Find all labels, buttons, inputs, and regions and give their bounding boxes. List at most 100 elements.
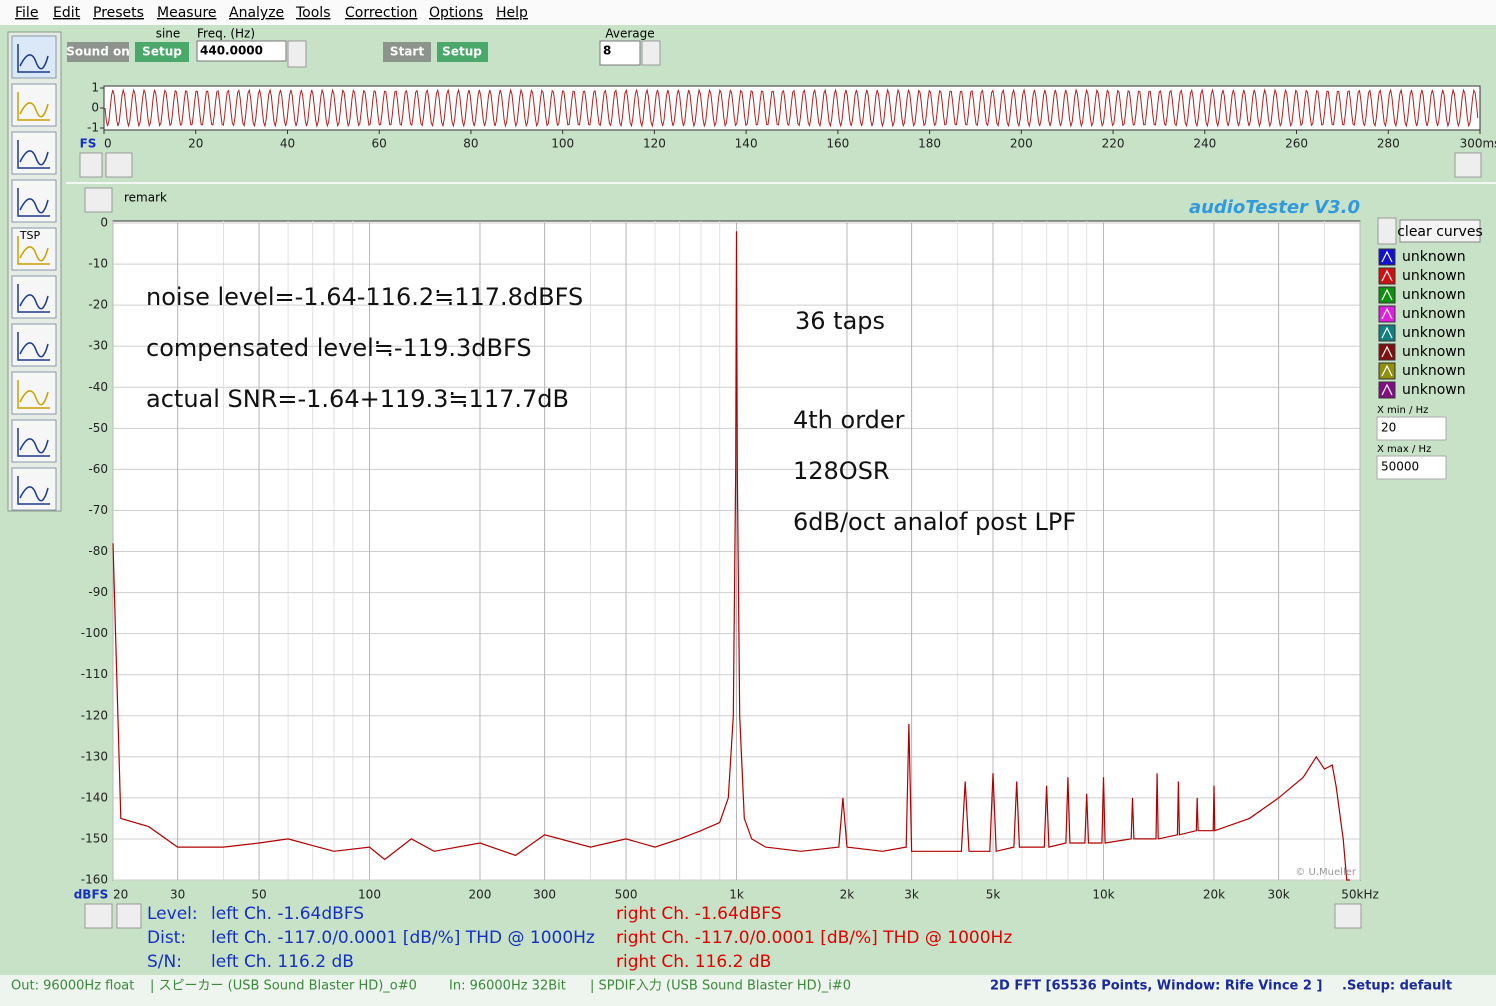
wave-x-tick-label: 220	[1102, 137, 1125, 151]
menu-item[interactable]: Correction	[345, 5, 417, 21]
annotation: noise level=-1.64-116.2≒117.8dBFS	[146, 283, 583, 311]
menu-bar	[0, 0, 1496, 25]
menu-item[interactable]: Help	[496, 5, 528, 21]
curve-icon	[1381, 250, 1393, 263]
readout-right: right Ch. -1.64dBFS	[616, 904, 782, 924]
menu-item[interactable]: Options	[429, 5, 483, 21]
spectrum-scroll-right[interactable]	[1334, 903, 1362, 929]
y-tick-label: -70	[88, 503, 108, 517]
spectrum: 0 -10 -20 -30 -40 -50 -60 -70 -80 -90 -100 -110 -120…	[81, 216, 1379, 902]
menu-item[interactable]: Tools	[295, 5, 331, 21]
y-tick-label: -50	[88, 421, 108, 435]
spectrum-scroll-left[interactable]	[116, 903, 142, 929]
average-spinner[interactable]	[641, 40, 661, 66]
curve-label[interactable]: unknown	[1402, 382, 1466, 398]
readout-right: right Ch. 116.2 dB	[616, 952, 771, 972]
wave-spinner[interactable]	[79, 152, 103, 178]
start-label[interactable]: Start	[390, 45, 424, 59]
curve-label[interactable]: unknown	[1402, 249, 1466, 265]
menu-item[interactable]: File	[15, 5, 38, 21]
tool-icon-glyph	[17, 92, 50, 121]
curve-icon	[1381, 326, 1393, 339]
wave-scroll-right[interactable]	[1454, 152, 1482, 178]
y-tick-label: 0	[100, 216, 108, 230]
xmax-input[interactable]	[1376, 455, 1447, 480]
wave-x-tick-label: 260	[1285, 137, 1308, 151]
average-input[interactable]	[599, 40, 641, 66]
readout-spinner[interactable]	[84, 903, 113, 929]
wave-x-tick-label: 240	[1193, 137, 1216, 151]
average-value[interactable]: 8	[603, 44, 611, 58]
y-tick-label: -40	[88, 380, 108, 394]
wave-x-tick-label: 80	[463, 137, 478, 151]
xmin-input[interactable]	[1376, 416, 1447, 441]
setup-label[interactable]: Setup	[142, 45, 182, 59]
start-button[interactable]	[383, 42, 431, 62]
menu-item[interactable]: Presets	[93, 5, 144, 21]
xmin-value[interactable]: 20	[1381, 421, 1396, 435]
y-tick-label: -120	[81, 708, 108, 722]
wave-x-tick-label: 280	[1377, 137, 1400, 151]
wave-x-tick-label: 20	[188, 137, 203, 151]
y-tick-label: -140	[81, 790, 108, 804]
x-tick-label: 50kHz	[1341, 888, 1379, 902]
annotation: compensated level≒-119.3dBFS	[146, 334, 532, 362]
x-tick-label: 100	[358, 888, 381, 902]
y-tick-label: -160	[81, 873, 108, 887]
clear-curves-button[interactable]	[1399, 219, 1481, 243]
wave-x-tick-label: 40	[280, 137, 295, 151]
status-text: | SPDIF入力 (USB Sound Blaster HD)_i#0	[590, 979, 851, 994]
wave-y-tick-label: 1	[91, 81, 99, 95]
menu-item[interactable]: Analyze	[229, 5, 284, 21]
freq-value[interactable]: 440.0000	[200, 44, 263, 58]
status-bar	[0, 975, 1496, 1006]
y-tick-label: -90	[88, 585, 108, 599]
xmin-label: X min / Hz	[1377, 405, 1428, 416]
wave-y-tick-label: 0	[91, 101, 99, 115]
spectrum-line	[112, 231, 1351, 881]
annotation: 128OSR	[793, 457, 890, 485]
xmax-value[interactable]: 50000	[1381, 460, 1419, 474]
sound-on-button[interactable]	[67, 42, 129, 62]
curve-list: unknown unknown unknown unknown unknown unkno…	[1378, 248, 1466, 399]
freq-input[interactable]	[196, 40, 287, 62]
status-text: 2D FFT [65536 Points, Window: Rife Vince…	[990, 979, 1322, 994]
setup-button[interactable]	[135, 42, 189, 62]
wave-x-tick-label: 200	[1010, 137, 1033, 151]
x-tick-label: 30	[170, 888, 185, 902]
wave-x-tick-label: 100	[551, 137, 574, 151]
curve-label[interactable]: unknown	[1402, 306, 1466, 322]
readout-label: Dist:	[147, 928, 186, 948]
y-tick-label: -10	[88, 257, 108, 271]
y-tick-label: -80	[88, 544, 108, 558]
curve-label[interactable]: unknown	[1402, 363, 1466, 379]
curve-label[interactable]: unknown	[1402, 287, 1466, 303]
sound-on-label[interactable]: Sound on	[66, 45, 130, 59]
y-tick-label: -20	[88, 298, 108, 312]
curve-label[interactable]: unknown	[1402, 344, 1466, 360]
readout-left: left Ch. -117.0/0.0001 [dB/%] THD @ 1000…	[211, 928, 595, 948]
tool-icon-glyph	[17, 380, 50, 409]
tool-icon-glyph	[17, 140, 50, 169]
wave-scroll-left[interactable]	[105, 152, 133, 178]
curve-label[interactable]: unknown	[1402, 325, 1466, 341]
x-tick-label: 3k	[904, 888, 919, 902]
menu-item[interactable]: Edit	[53, 5, 81, 21]
setup2-button[interactable]	[437, 42, 488, 62]
xmax-label: X max / Hz	[1377, 444, 1431, 455]
curves-spinner[interactable]	[1377, 217, 1397, 245]
curve-icon	[1381, 288, 1393, 301]
wave-x-tick-label: 140	[735, 137, 758, 151]
menu-item[interactable]: Measure	[157, 5, 217, 21]
status-text: .Setup: default	[1342, 979, 1452, 994]
x-tick-label: 300	[533, 888, 556, 902]
freq-spinner[interactable]	[287, 40, 307, 68]
average-label: Average	[605, 27, 654, 41]
setup2-label[interactable]: Setup	[442, 45, 482, 59]
x-tick-label: 1k	[729, 888, 744, 902]
brand: audioTester V3.0	[1189, 197, 1360, 218]
clear-curves-label[interactable]: clear curves	[1397, 224, 1483, 240]
curve-label[interactable]: unknown	[1402, 268, 1466, 284]
remark-spinner[interactable]	[84, 187, 113, 213]
